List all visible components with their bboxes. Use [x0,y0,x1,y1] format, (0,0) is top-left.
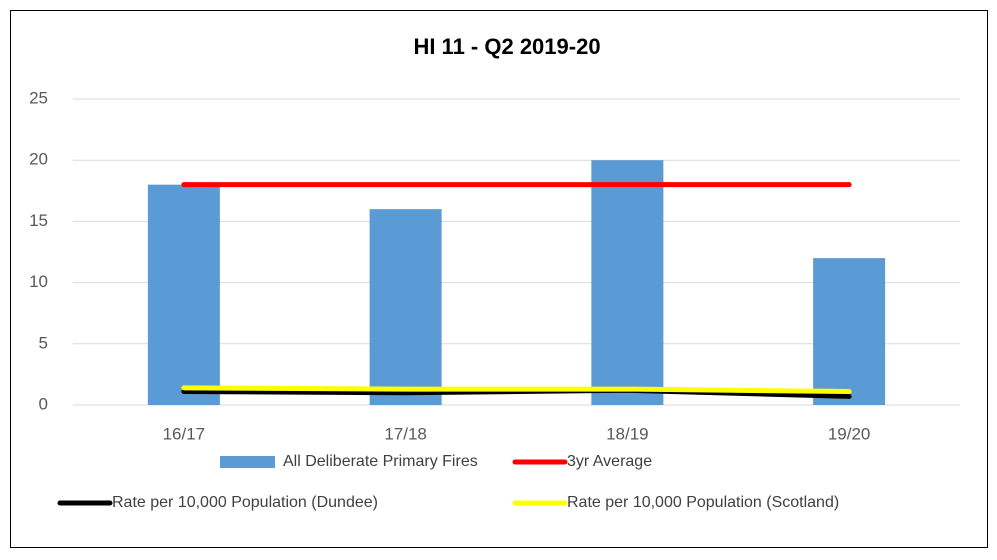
y-tick-label: 25 [29,88,48,107]
y-tick-label: 5 [39,333,48,352]
x-tick-label: 17/18 [384,424,427,443]
legend-label: Rate per 10,000 Population (Scotland) [567,494,839,511]
legend-label: All Deliberate Primary Fires [283,453,478,470]
y-tick-label: 10 [29,272,48,291]
x-tick-label: 16/17 [163,424,206,443]
line [181,385,852,395]
legend-label: Rate per 10,000 Population (Dundee) [112,494,378,511]
legend-swatch [220,456,275,468]
x-tick-label: 19/20 [828,424,871,443]
y-tick-label: 20 [29,150,48,169]
bar [147,184,220,405]
bar [369,209,442,405]
bar [591,160,664,405]
y-tick-label: 15 [29,211,48,230]
bar [813,258,886,405]
x-tick-label: 18/19 [606,424,649,443]
chart-title: HI 11 - Q2 2019-20 [413,34,600,59]
y-tick-label: 0 [39,394,48,413]
legend-label: 3yr Average [567,453,652,470]
